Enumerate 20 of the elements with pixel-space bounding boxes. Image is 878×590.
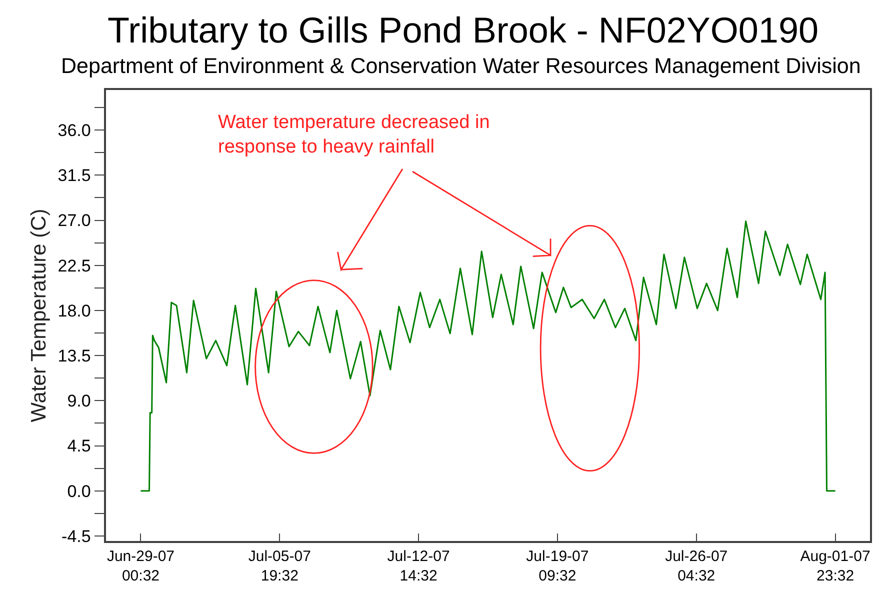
x-tick-label: Aug-01-07 23:32 (800, 548, 870, 584)
x-tick-label: Jul-12-07 14:32 (387, 548, 450, 584)
y-tick-label: 13.5 (58, 346, 91, 366)
chart-title: Tributary to Gills Pond Brook - NF02YO0190 (108, 10, 818, 51)
y-tick-label: 18.0 (58, 301, 91, 320)
y-tick-label: 31.5 (58, 166, 91, 186)
annotation: Water temperature decreased in response to heavy rainfall (218, 112, 490, 158)
y-tick-label: 9.0 (67, 392, 91, 411)
x-tick-label: Jul-26-07 04:32 (665, 548, 728, 584)
y-tick-label: 4.5 (67, 436, 91, 456)
y-tick-label: 36.0 (58, 121, 91, 140)
y-tick-label: -4.5 (62, 526, 91, 546)
y-tick-label: 0.0 (67, 482, 91, 501)
y-tick-label: 27.0 (58, 211, 91, 230)
chart-subtitle: Department of Environment & Conservation Water Resources Management Division (61, 54, 861, 78)
y-axis-title: Water Temperature (C) (27, 208, 50, 422)
x-tick-label: Jul-19-07 09:32 (526, 548, 589, 584)
y-tick-label: 22.5 (58, 256, 91, 276)
x-tick-label: Jun-29-07 00:32 (106, 548, 175, 584)
x-tick-label: Jul-05-07 19:32 (248, 548, 311, 584)
